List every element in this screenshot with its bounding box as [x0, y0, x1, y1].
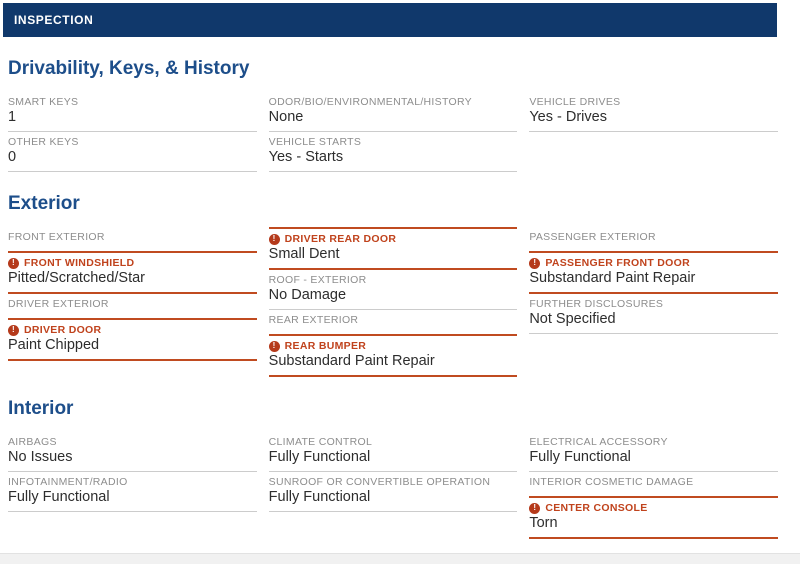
section-column: ! DRIVER REAR DOOR Small Dent ROOF - EXTERI…: [268, 227, 518, 377]
field-value: Pitted/Scratched/Star: [8, 270, 146, 286]
section-column: ODOR/BIO/ENVIRONMENTAL/HISTORY None VEHICL…: [268, 92, 518, 172]
section-columns: AIRBAGS No Issues INFOTAINMENT/RADIO Fully …: [8, 432, 778, 539]
field-driver-exterior: DRIVER EXTERIOR: [8, 294, 257, 318]
field-value: 0: [8, 149, 17, 165]
field-label: FURTHER DISCLOSURES: [529, 298, 664, 310]
field-value: Substandard Paint Repair: [529, 270, 696, 286]
field-driver-door: ! DRIVER DOOR Paint Chipped: [8, 318, 257, 361]
field-label: SUNROOF OR CONVERTIBLE OPERATION: [268, 476, 491, 488]
section-column: VEHICLE DRIVES Yes - Drives: [529, 92, 778, 132]
field-value: No Damage: [268, 287, 347, 303]
field-label: PASSENGER EXTERIOR: [529, 231, 656, 243]
inspection-content: Drivability, Keys, & History SMART KEYS 1 O…: [0, 57, 800, 539]
section-exterior: Exterior FRONT EXTERIOR! FRONT WINDSHIELD P…: [8, 192, 778, 377]
field-label: ! DRIVER REAR DOOR: [268, 233, 518, 245]
section-drivability-keys-history: Drivability, Keys, & History SMART KEYS 1 O…: [8, 57, 778, 172]
section-title: Exterior: [8, 193, 80, 214]
section-column: ELECTRICAL ACCESSORY Fully Functional INTE…: [529, 432, 778, 539]
field-label-text: REAR BUMPER: [284, 340, 367, 352]
field-label: ODOR/BIO/ENVIRONMENTAL/HISTORY: [268, 96, 472, 108]
section-column: PASSENGER EXTERIOR! PASSENGER FRONT DOOR S…: [529, 227, 778, 334]
section-column: SMART KEYS 1 OTHER KEYS 0: [8, 92, 257, 172]
field-value: Not Specified: [529, 311, 616, 327]
field-label: VEHICLE STARTS: [268, 136, 362, 148]
section-columns: SMART KEYS 1 OTHER KEYS 0 ODOR/BIO/ENVIRONME…: [8, 92, 778, 172]
field-interior-cosmetic-damage: INTERIOR COSMETIC DAMAGE: [529, 472, 778, 496]
alert-icon: !: [8, 324, 19, 336]
field-label: INFOTAINMENT/RADIO: [8, 476, 128, 488]
field-passenger-exterior: PASSENGER EXTERIOR: [529, 227, 778, 251]
alert-icon: !: [268, 340, 280, 352]
field-label: ! CENTER CONSOLE: [529, 502, 778, 514]
section-title: Drivability, Keys, & History: [8, 58, 250, 79]
field-value: None: [268, 109, 304, 125]
field-vehicle-starts: VEHICLE STARTS Yes - Starts: [268, 132, 518, 172]
field-value: No Issues: [8, 449, 73, 465]
alert-icon: !: [529, 257, 541, 269]
field-front-exterior: FRONT EXTERIOR: [8, 227, 257, 251]
field-vehicle-drives: VEHICLE DRIVES Yes - Drives: [529, 92, 778, 132]
field-sunroof-or-convertible-operation: SUNROOF OR CONVERTIBLE OPERATION Fully Fu…: [268, 472, 518, 512]
field-smart-keys: SMART KEYS 1: [8, 92, 257, 132]
field-rear-bumper: ! REAR BUMPER Substandard Paint Repair: [268, 334, 518, 377]
field-label-text: CENTER CONSOLE: [545, 502, 648, 514]
field-label: FRONT EXTERIOR: [8, 231, 105, 243]
field-value: Fully Functional: [268, 449, 371, 465]
field-label: ! PASSENGER FRONT DOOR: [529, 257, 778, 269]
field-label: ! REAR BUMPER: [268, 340, 518, 352]
field-label-text: FRONT WINDSHIELD: [24, 257, 135, 269]
field-rear-exterior: REAR EXTERIOR: [269, 310, 518, 334]
field-label: REAR EXTERIOR: [268, 314, 359, 326]
field-airbags: AIRBAGS No Issues: [8, 432, 257, 472]
alert-icon: !: [8, 257, 19, 269]
field-value: Yes - Drives: [529, 109, 607, 125]
section-column: CLIMATE CONTROL Fully Functional SUNROOF O…: [268, 432, 518, 512]
field-driver-rear-door: ! DRIVER REAR DOOR Small Dent: [268, 227, 518, 270]
section-column: AIRBAGS No Issues INFOTAINMENT/RADIO Fully …: [8, 432, 257, 512]
field-label: OTHER KEYS: [8, 136, 79, 148]
field-label: INTERIOR COSMETIC DAMAGE: [529, 476, 694, 488]
inspection-header-bar: INSPECTION: [3, 3, 777, 37]
field-infotainment-radio: INFOTAINMENT/RADIO Fully Functional: [8, 472, 257, 512]
field-label: CLIMATE CONTROL: [268, 436, 373, 448]
section-interior: Interior AIRBAGS No Issues INFOTAINMENT/RAD…: [8, 397, 778, 539]
field-other-keys: OTHER KEYS 0: [8, 132, 257, 172]
alert-icon: !: [268, 233, 280, 245]
field-value: Fully Functional: [8, 489, 110, 505]
section-columns: FRONT EXTERIOR! FRONT WINDSHIELD Pitted/Sc…: [8, 227, 778, 377]
field-label-text: PASSENGER FRONT DOOR: [545, 257, 690, 269]
field-value: Torn: [529, 515, 558, 531]
field-roof-exterior: ROOF - EXTERIOR No Damage: [268, 270, 518, 310]
field-label: DRIVER EXTERIOR: [8, 298, 109, 310]
field-label-text: DRIVER DOOR: [24, 324, 102, 336]
alert-icon: !: [529, 502, 541, 514]
field-further-disclosures: FURTHER DISCLOSURES Not Specified: [529, 294, 778, 334]
field-value: Paint Chipped: [8, 337, 100, 353]
field-label-text: DRIVER REAR DOOR: [284, 233, 397, 245]
field-value: Yes - Starts: [268, 149, 344, 165]
inspection-header-title: INSPECTION: [14, 13, 94, 27]
field-climate-control: CLIMATE CONTROL Fully Functional: [268, 432, 518, 472]
field-passenger-front-door: ! PASSENGER FRONT DOOR Substandard Paint R…: [529, 251, 778, 294]
field-value: Fully Functional: [268, 489, 371, 505]
field-label: ! FRONT WINDSHIELD: [8, 257, 257, 269]
field-label: ROOF - EXTERIOR: [268, 274, 367, 286]
field-center-console: ! CENTER CONSOLE Torn: [529, 496, 778, 539]
field-label: ! DRIVER DOOR: [8, 324, 257, 336]
field-label: AIRBAGS: [8, 436, 57, 448]
field-value: Substandard Paint Repair: [268, 353, 435, 369]
field-label: ELECTRICAL ACCESSORY: [529, 436, 668, 448]
field-front-windshield: ! FRONT WINDSHIELD Pitted/Scratched/Star: [8, 251, 257, 294]
bottom-strip: [0, 553, 800, 564]
section-title: Interior: [8, 398, 74, 419]
field-odor-bio-environmental-history: ODOR/BIO/ENVIRONMENTAL/HISTORY None: [268, 92, 518, 132]
field-value: 1: [8, 109, 17, 125]
field-label: VEHICLE DRIVES: [529, 96, 621, 108]
field-value: Fully Functional: [529, 449, 631, 465]
field-value: Small Dent: [268, 246, 340, 262]
field-electrical-accessory: ELECTRICAL ACCESSORY Fully Functional: [529, 432, 778, 472]
field-label: SMART KEYS: [8, 96, 79, 108]
section-column: FRONT EXTERIOR! FRONT WINDSHIELD Pitted/Sc…: [8, 227, 257, 361]
